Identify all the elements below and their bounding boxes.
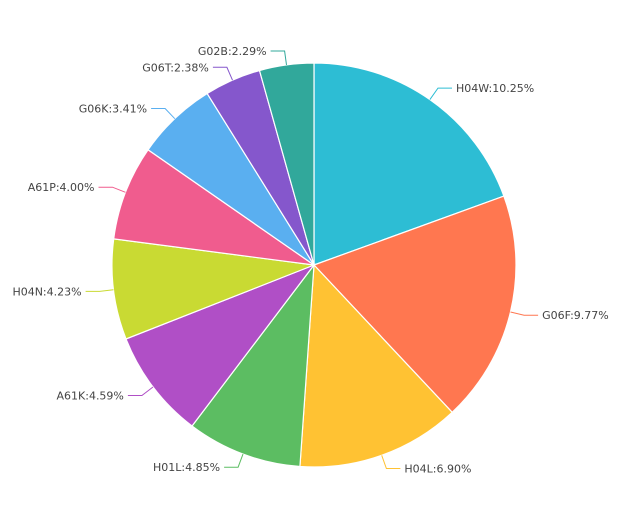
pie-slice-a61k[interactable]	[125, 263, 316, 427]
slice-label-h04n: H04N:4.23%	[12, 285, 81, 298]
slice-label-h04w: H04W:10.25%	[456, 82, 534, 95]
leader-line-g06k	[151, 108, 176, 120]
leader-line-a61k	[127, 386, 154, 396]
pie-slice-h04w[interactable]	[313, 62, 505, 266]
leader-line-h04w	[429, 87, 452, 100]
slice-labels: H04W:10.25% G06F:9.77% H04L:6.90% H01L:4.85…	[12, 45, 608, 476]
slice-label-h01l: H01L:4.85%	[153, 461, 220, 474]
leader-line-a61p	[98, 186, 126, 193]
slice-label-g06k: G06K:3.41%	[79, 103, 147, 116]
pie-slices	[111, 62, 517, 468]
leader-line-h04l	[381, 455, 401, 469]
label-leader-lines	[85, 50, 539, 469]
slice-label-a61k: A61K:4.59%	[57, 390, 124, 403]
pie-slice-g02b[interactable]	[258, 62, 315, 266]
pie-slice-a61p[interactable]	[113, 148, 315, 266]
slice-label-g06t: G06T:2.38%	[142, 61, 209, 74]
pie-slice-h04l[interactable]	[299, 263, 454, 468]
pie-slice-g06f[interactable]	[312, 195, 517, 414]
slice-label-g02b: G02B:2.29%	[198, 45, 267, 58]
slice-label-g06f: G06F:9.77%	[542, 309, 609, 322]
leader-line-g06t	[212, 66, 233, 81]
leader-line-g06f	[510, 311, 539, 316]
leader-line-h01l	[224, 453, 244, 468]
leader-line-h04n	[85, 289, 114, 292]
slice-label-h04l: H04L:6.90%	[404, 463, 471, 476]
leader-line-g02b	[270, 50, 287, 65]
slice-label-a61p: A61P:4.00%	[28, 181, 95, 194]
pie-slice-h04n[interactable]	[111, 238, 315, 340]
